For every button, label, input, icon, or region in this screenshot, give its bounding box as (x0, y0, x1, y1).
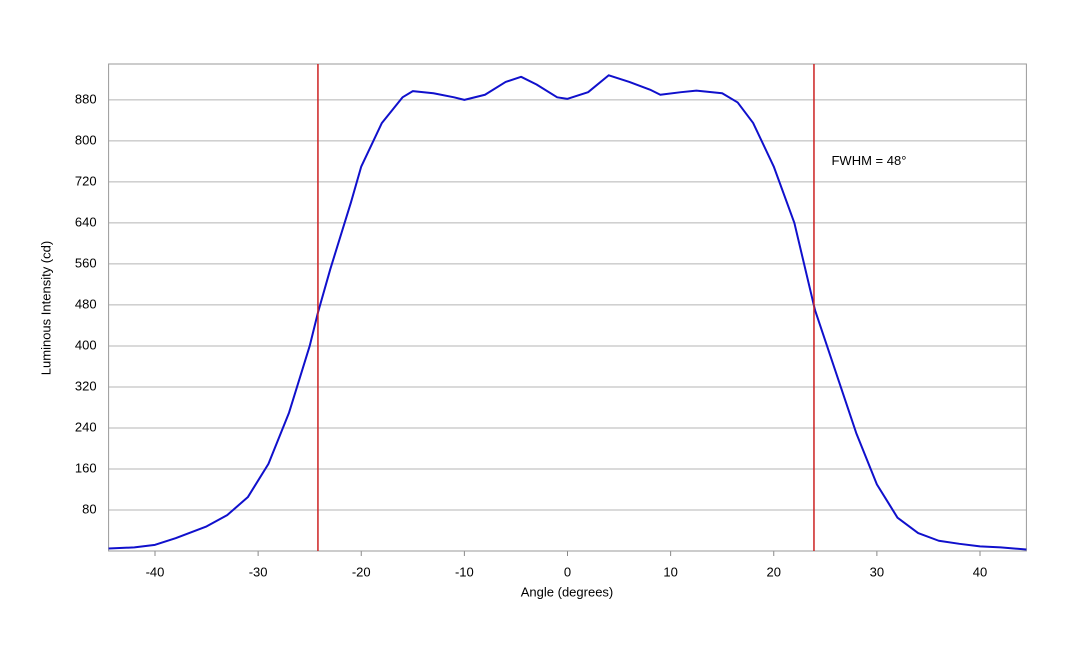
x-tick-label: 0 (564, 564, 571, 579)
y-tick-label: 240 (75, 419, 97, 434)
y-tick-label: 880 (75, 91, 97, 106)
y-tick-label: 560 (75, 255, 97, 270)
x-tick-label: -10 (455, 564, 474, 579)
y-tick-label: 640 (75, 214, 97, 229)
x-tick-label: -20 (352, 564, 371, 579)
x-tick-label: -30 (249, 564, 268, 579)
y-tick-label: 320 (75, 378, 97, 393)
plot-border (108, 63, 1027, 552)
x-axis-label: Angle (degrees) (521, 584, 614, 599)
x-tick-label: 40 (973, 564, 987, 579)
annotation: FWHM = 48° (831, 153, 906, 168)
y-axis-label: Luminous Intensity (cd) (38, 241, 53, 375)
x-tick-label: -40 (146, 564, 165, 579)
y-tick-label: 480 (75, 296, 97, 311)
y-tick-label: 720 (75, 173, 97, 188)
x-tick-label: 20 (767, 564, 781, 579)
y-tick-label: 80 (82, 501, 96, 516)
x-tick-label: 30 (870, 564, 884, 579)
y-tick-label: 160 (75, 460, 97, 475)
data-line (108, 74, 1027, 551)
y-tick-label: 400 (75, 337, 97, 352)
x-tick-label: 10 (663, 564, 677, 579)
y-tick-label: 800 (75, 132, 97, 147)
